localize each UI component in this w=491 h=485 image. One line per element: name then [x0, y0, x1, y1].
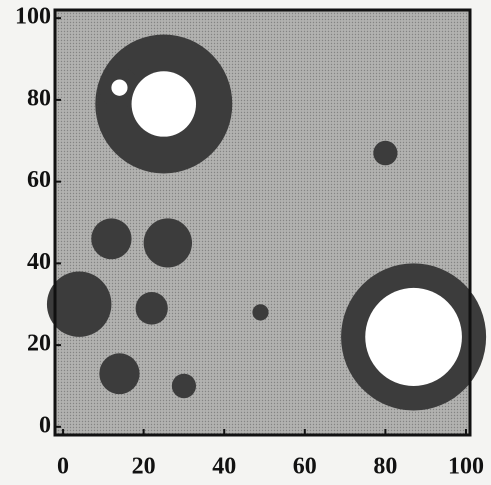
x-tick-label: 0 [57, 454, 69, 480]
y-tick-label: 40 [27, 249, 51, 275]
frame [53, 8, 472, 437]
cluster [135, 291, 168, 325]
x-tick-label: 60 [293, 454, 317, 480]
cluster [373, 140, 398, 166]
y-tick-label: 80 [27, 85, 51, 111]
cluster-core [111, 79, 128, 96]
x-tick-label: 80 [373, 454, 397, 480]
cluster-core [131, 71, 197, 137]
plot-area [46, 10, 487, 435]
x-tick-label: 20 [132, 454, 156, 480]
cluster [46, 271, 112, 337]
cluster [252, 304, 269, 321]
cluster [91, 218, 132, 260]
cluster-core [365, 287, 462, 386]
cluster [99, 353, 140, 395]
y-tick-label: 0 [39, 412, 51, 438]
x-tick-label: 100 [448, 454, 484, 480]
cluster [143, 218, 192, 268]
y-tick-label: 60 [27, 167, 51, 193]
y-tick-label: 20 [27, 331, 51, 357]
cluster [171, 373, 197, 399]
x-tick-label: 40 [212, 454, 236, 480]
y-tick-label: 100 [15, 4, 51, 30]
